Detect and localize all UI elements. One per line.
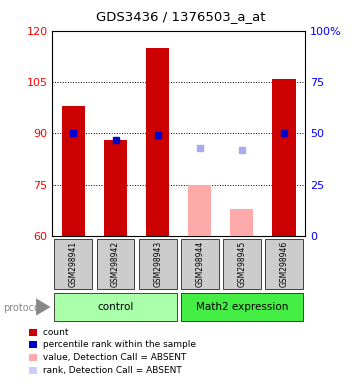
Text: control: control (97, 302, 134, 312)
Text: GSM298942: GSM298942 (111, 241, 120, 287)
Text: count: count (40, 328, 68, 337)
Bar (188, 185, 211, 236)
Text: protocol: protocol (4, 303, 43, 313)
Text: GDS3436 / 1376503_a_at: GDS3436 / 1376503_a_at (96, 10, 265, 23)
Text: GSM298941: GSM298941 (69, 241, 78, 287)
Bar (62, 106, 85, 236)
Bar (265, 239, 303, 289)
Bar (55, 293, 177, 321)
Bar (104, 140, 127, 236)
Bar (139, 239, 177, 289)
Text: GSM298944: GSM298944 (195, 241, 204, 287)
Text: GSM298943: GSM298943 (153, 241, 162, 287)
Bar (273, 79, 296, 236)
Text: GSM298945: GSM298945 (238, 241, 246, 287)
Text: percentile rank within the sample: percentile rank within the sample (40, 340, 196, 349)
Text: GSM298946: GSM298946 (279, 241, 288, 287)
Bar (97, 239, 135, 289)
Bar (223, 239, 261, 289)
Bar (181, 239, 219, 289)
Text: rank, Detection Call = ABSENT: rank, Detection Call = ABSENT (40, 366, 182, 375)
Text: Math2 expression: Math2 expression (196, 302, 288, 312)
Bar (146, 48, 169, 236)
Bar (55, 239, 92, 289)
Bar (181, 293, 303, 321)
Text: value, Detection Call = ABSENT: value, Detection Call = ABSENT (40, 353, 186, 362)
Polygon shape (36, 298, 51, 316)
Bar (230, 209, 253, 236)
